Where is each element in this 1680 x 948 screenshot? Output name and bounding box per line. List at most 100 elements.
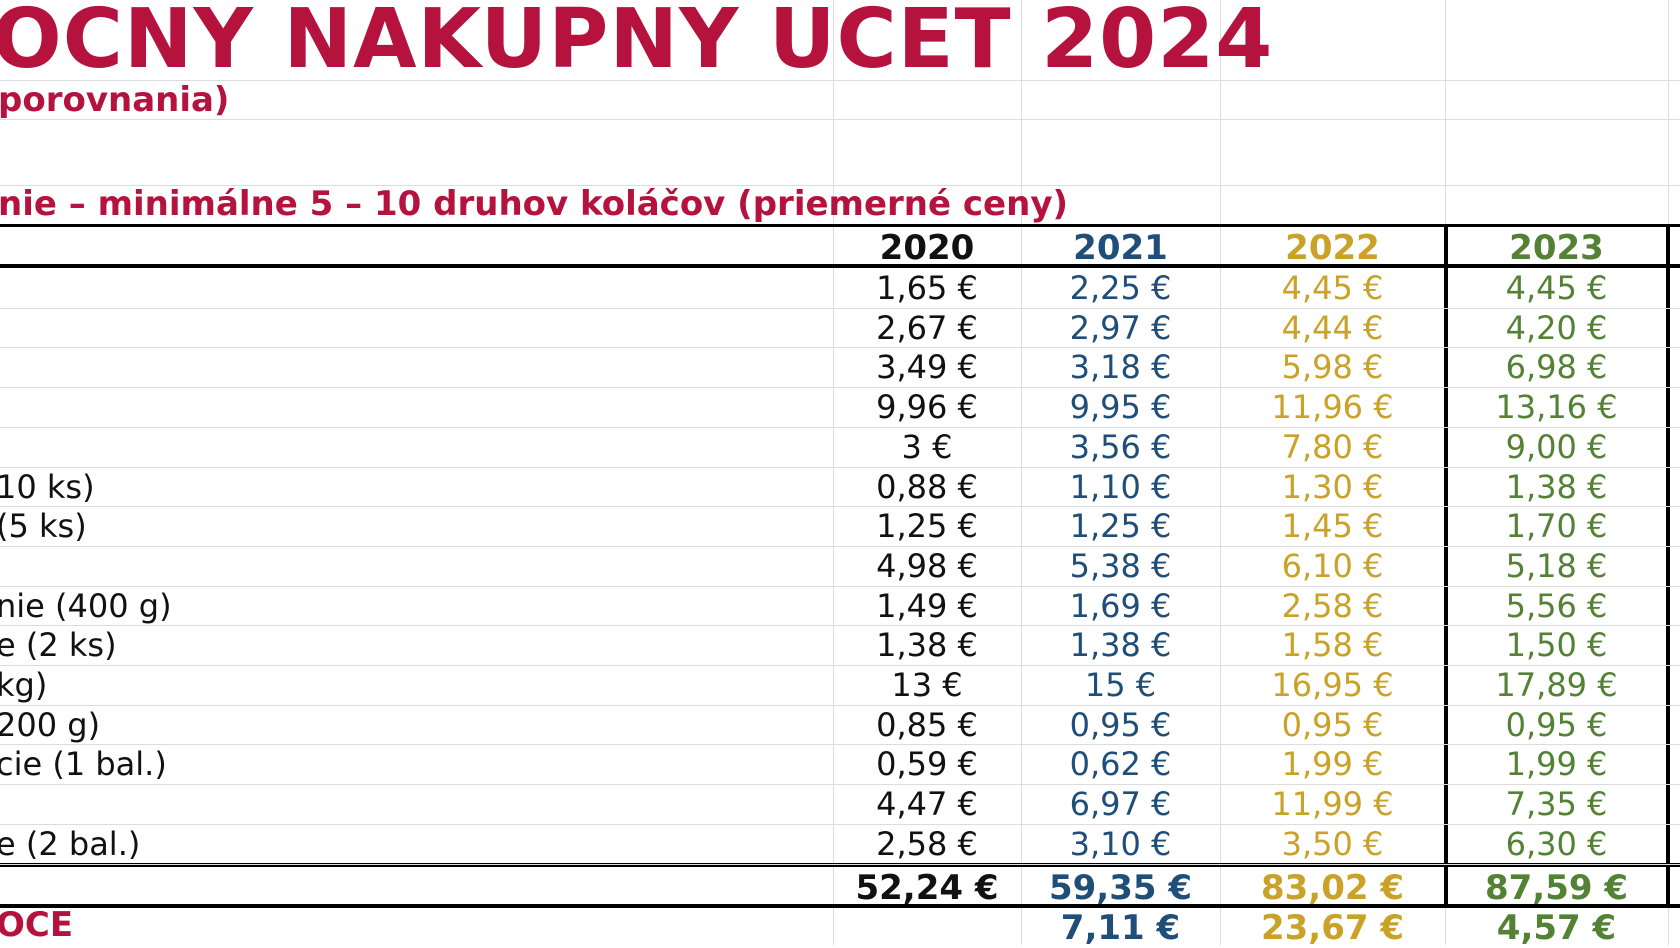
row-divider bbox=[0, 585, 1680, 587]
price-cell-2023: 17,89 € bbox=[1495, 666, 1618, 704]
price-cell-2020: 13 € bbox=[891, 666, 963, 704]
price-cell-2023: 1,38 € bbox=[1505, 467, 1608, 506]
price-cell-2020: 2,67 € bbox=[876, 308, 978, 347]
total-cell-2022: 83,02 € bbox=[1260, 868, 1405, 908]
document-subtitle: porovnania) bbox=[0, 80, 230, 120]
price-cell-2022: 1,45 € bbox=[1281, 507, 1384, 546]
price-cell-2020: 1,65 € bbox=[876, 269, 978, 307]
price-cell-2023: 4,20 € bbox=[1505, 308, 1608, 347]
price-cell-2021: 1,38 € bbox=[1069, 626, 1172, 665]
price-cell-2023: 5,56 € bbox=[1505, 586, 1608, 625]
price-cell-2020: 1,49 € bbox=[876, 586, 978, 625]
price-cell-2023: 1,70 € bbox=[1505, 507, 1608, 546]
price-cell-2021: 6,97 € bbox=[1069, 785, 1172, 824]
price-cell-2023: 6,98 € bbox=[1505, 348, 1608, 387]
year-header-2023: 2023 bbox=[1509, 228, 1604, 268]
row-divider bbox=[0, 506, 1680, 508]
row-label: 200 g) bbox=[0, 705, 101, 744]
row-divider bbox=[0, 744, 1680, 746]
difference-cell-2023: 4,57 € bbox=[1496, 908, 1617, 948]
price-cell-2022: 11,99 € bbox=[1271, 785, 1394, 824]
row-divider bbox=[0, 347, 1680, 349]
year-header-2020: 2020 bbox=[879, 228, 975, 268]
price-cell-2021: 0,62 € bbox=[1069, 745, 1172, 784]
price-cell-2022: 1,99 € bbox=[1281, 745, 1384, 784]
price-cell-2022: 6,10 € bbox=[1281, 546, 1384, 585]
year-header-2021: 2021 bbox=[1073, 228, 1168, 268]
price-cell-2020: 3 € bbox=[901, 427, 953, 466]
totals-bottom-border bbox=[0, 904, 1680, 908]
price-cell-2023: 5,18 € bbox=[1505, 546, 1608, 585]
price-cell-2022: 7,80 € bbox=[1281, 427, 1384, 466]
row-label: nie (400 g) bbox=[0, 586, 172, 625]
price-cell-2021: 15 € bbox=[1084, 666, 1157, 704]
price-cell-2021: 3,10 € bbox=[1069, 824, 1172, 863]
col-2023-right-border bbox=[1666, 224, 1670, 908]
totals-top-border bbox=[0, 863, 1680, 867]
price-cell-2020: 0,59 € bbox=[876, 745, 978, 784]
price-cell-2021: 3,56 € bbox=[1069, 427, 1172, 466]
row-divider bbox=[0, 704, 1680, 706]
difference-cell-2020 bbox=[833, 908, 1021, 948]
price-cell-2021: 2,97 € bbox=[1069, 308, 1172, 347]
row-divider bbox=[0, 625, 1680, 627]
price-cell-2021: 9,95 € bbox=[1069, 388, 1172, 427]
header-bottom-border bbox=[0, 264, 1680, 268]
price-cell-2023: 4,45 € bbox=[1505, 269, 1608, 307]
price-cell-2021: 5,38 € bbox=[1069, 546, 1172, 585]
document-title: OCNY NAKUPNY UCET 2024 bbox=[0, 0, 1274, 87]
row-label: 10 ks) bbox=[0, 467, 95, 506]
price-cell-2020: 1,38 € bbox=[876, 626, 978, 665]
price-cell-2022: 1,58 € bbox=[1281, 626, 1384, 665]
price-cell-2021: 0,95 € bbox=[1069, 705, 1172, 744]
price-cell-2023: 1,99 € bbox=[1505, 745, 1608, 784]
row-divider bbox=[0, 784, 1680, 786]
row-divider bbox=[0, 307, 1680, 309]
row-label: cie (1 bal.) bbox=[0, 745, 167, 784]
row-divider bbox=[0, 863, 1680, 865]
price-cell-2023: 6,30 € bbox=[1505, 824, 1608, 863]
price-cell-2021: 2,25 € bbox=[1069, 269, 1172, 307]
section-note: nie – minimálne 5 – 10 druhov koláčov (p… bbox=[0, 184, 1069, 224]
price-cell-2020: 9,96 € bbox=[876, 388, 978, 427]
row-divider bbox=[0, 466, 1680, 468]
price-cell-2023: 9,00 € bbox=[1505, 427, 1608, 466]
difference-cell-2021: 7,11 € bbox=[1060, 908, 1181, 948]
price-cell-2020: 4,98 € bbox=[876, 546, 978, 585]
price-cell-2022: 11,96 € bbox=[1271, 388, 1394, 427]
col-2023-left-border bbox=[1444, 224, 1448, 908]
difference-cell-2022: 23,67 € bbox=[1260, 908, 1405, 948]
price-cell-2023: 1,50 € bbox=[1505, 626, 1608, 665]
price-cell-2023: 7,35 € bbox=[1505, 785, 1608, 824]
difference-label: OCE bbox=[0, 905, 74, 945]
total-cell-2023: 87,59 € bbox=[1484, 868, 1629, 908]
total-cell-2021: 59,35 € bbox=[1048, 868, 1193, 908]
row-divider bbox=[0, 545, 1680, 547]
row-label: kg) bbox=[0, 666, 48, 704]
price-cell-2020: 1,25 € bbox=[876, 507, 978, 546]
price-cell-2021: 1,10 € bbox=[1069, 467, 1172, 506]
price-cell-2020: 0,85 € bbox=[876, 705, 978, 744]
price-cell-2022: 16,95 € bbox=[1271, 666, 1394, 704]
row-label: e (2 bal.) bbox=[0, 824, 141, 863]
price-cell-2020: 3,49 € bbox=[876, 348, 978, 387]
table-top-border bbox=[0, 224, 1680, 227]
total-cell-2020: 52,24 € bbox=[855, 868, 999, 908]
price-cell-2020: 0,88 € bbox=[876, 467, 978, 506]
price-cell-2022: 3,50 € bbox=[1281, 824, 1384, 863]
price-cell-2020: 4,47 € bbox=[876, 785, 978, 824]
price-cell-2022: 1,30 € bbox=[1281, 467, 1384, 506]
row-divider bbox=[0, 426, 1680, 428]
price-cell-2021: 3,18 € bbox=[1069, 348, 1172, 387]
price-cell-2022: 5,98 € bbox=[1281, 348, 1384, 387]
row-label: (5 ks) bbox=[0, 507, 87, 546]
price-cell-2021: 1,25 € bbox=[1069, 507, 1172, 546]
row-label: e (2 ks) bbox=[0, 626, 117, 665]
price-cell-2020: 2,58 € bbox=[876, 824, 978, 863]
row-divider bbox=[0, 387, 1680, 389]
price-cell-2021: 1,69 € bbox=[1069, 586, 1172, 625]
row-divider bbox=[0, 665, 1680, 666]
price-cell-2022: 4,45 € bbox=[1281, 269, 1384, 307]
price-cell-2023: 13,16 € bbox=[1495, 388, 1618, 427]
row-divider bbox=[0, 823, 1680, 825]
